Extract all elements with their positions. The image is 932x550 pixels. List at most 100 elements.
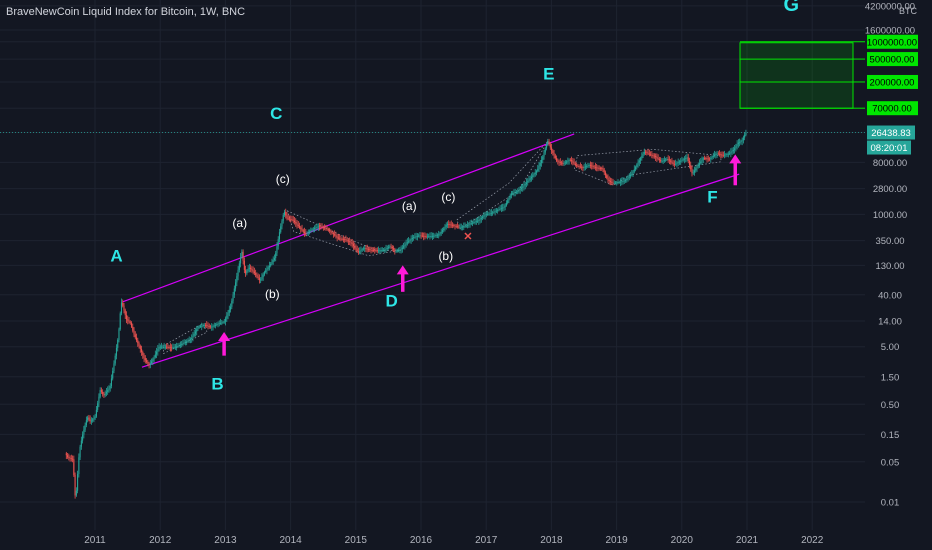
candle-body	[367, 248, 370, 250]
candle-body	[717, 153, 719, 155]
candle-body	[700, 161, 702, 164]
candle-body	[653, 155, 655, 157]
price-tick-label: 130.00	[875, 261, 904, 272]
candle-body	[424, 236, 426, 237]
candle-body	[423, 235, 425, 237]
candle-body	[742, 137, 744, 141]
candle-body	[458, 226, 460, 228]
candle-body	[498, 209, 500, 211]
candle-body	[291, 219, 293, 221]
candle-body	[332, 233, 334, 235]
candle-body	[439, 233, 441, 235]
candle-body	[356, 249, 358, 252]
candle-body	[339, 238, 341, 240]
candle-body	[478, 220, 480, 221]
candle-body	[320, 226, 322, 228]
candle-body	[309, 231, 311, 233]
candle-body	[586, 166, 588, 167]
candle-body	[72, 458, 74, 460]
candle-body	[581, 166, 583, 168]
candle-body	[74, 474, 76, 496]
candle-body	[388, 247, 390, 249]
candle-body	[174, 346, 176, 348]
candle-body	[352, 244, 354, 246]
candle-body	[163, 346, 165, 348]
candle-body	[683, 158, 686, 160]
candle-body	[474, 221, 476, 223]
candle-body	[450, 224, 452, 226]
candle-body	[176, 346, 178, 348]
candle-body	[611, 181, 613, 183]
candle-body	[469, 223, 471, 225]
candle-body	[548, 141, 550, 145]
candle-body	[385, 248, 387, 250]
candle-body	[640, 158, 642, 161]
candle-body	[258, 278, 260, 280]
candle-body	[209, 326, 212, 328]
candle-body	[591, 165, 593, 167]
candle-body	[429, 236, 431, 238]
candle-body	[346, 239, 348, 241]
candle-body	[334, 234, 336, 236]
candle-body	[293, 220, 296, 223]
guide-polygon	[163, 323, 208, 355]
candle-body	[507, 200, 509, 203]
candle-body	[226, 315, 228, 319]
candle-body	[337, 237, 339, 239]
candle-body	[553, 153, 555, 156]
candle-body	[191, 338, 193, 339]
candle-body	[451, 224, 454, 226]
candle-body	[558, 161, 560, 163]
guide-polygon	[573, 148, 722, 186]
price-tick-label: 1000.00	[873, 210, 907, 221]
candle-body	[465, 225, 467, 227]
candle-body	[692, 172, 694, 174]
candle-body	[667, 159, 669, 160]
candle-body	[78, 457, 80, 475]
candle-body	[178, 345, 180, 347]
candle-body	[147, 361, 149, 364]
candle-body	[475, 221, 477, 223]
candle-body	[602, 168, 604, 170]
candle-body	[577, 165, 579, 167]
candle-body	[744, 134, 746, 138]
candle-body	[435, 235, 437, 236]
candle-body	[489, 213, 491, 215]
candle-body	[410, 239, 412, 241]
candle-body	[322, 227, 324, 228]
candle-body	[171, 347, 173, 349]
candle-body	[660, 160, 662, 162]
candle-body	[421, 235, 423, 237]
candle-body	[94, 416, 96, 419]
time-axis[interactable]: 2011 2012 2013 2014 2015 2016 2017 2018 2019 2020…	[84, 535, 824, 546]
candle-body	[77, 474, 79, 491]
candle-body	[567, 160, 569, 162]
candle-body	[657, 158, 659, 160]
candle-body	[519, 188, 521, 191]
candle-body	[268, 265, 270, 268]
wave-label-minor: (b)	[265, 287, 280, 301]
candle-body	[685, 158, 687, 159]
candle-body	[113, 363, 115, 371]
channel-line-upper	[122, 133, 575, 303]
candle-body	[426, 236, 428, 238]
candle-body	[186, 341, 188, 342]
candle-body	[623, 180, 625, 182]
candle-body	[381, 250, 383, 251]
candle-body	[613, 182, 615, 184]
candle-body	[245, 269, 247, 274]
candle-body	[248, 267, 250, 269]
candle-body	[446, 224, 449, 226]
candle-body	[281, 220, 283, 227]
candle-body	[707, 158, 709, 160]
candle-body	[650, 154, 652, 156]
candle-body	[371, 250, 373, 251]
candle-body	[741, 140, 743, 142]
candle-body	[84, 425, 86, 430]
candle-body	[619, 181, 622, 183]
target-price-tag	[867, 34, 918, 49]
candle-body	[632, 171, 634, 174]
candle-body	[583, 167, 585, 168]
